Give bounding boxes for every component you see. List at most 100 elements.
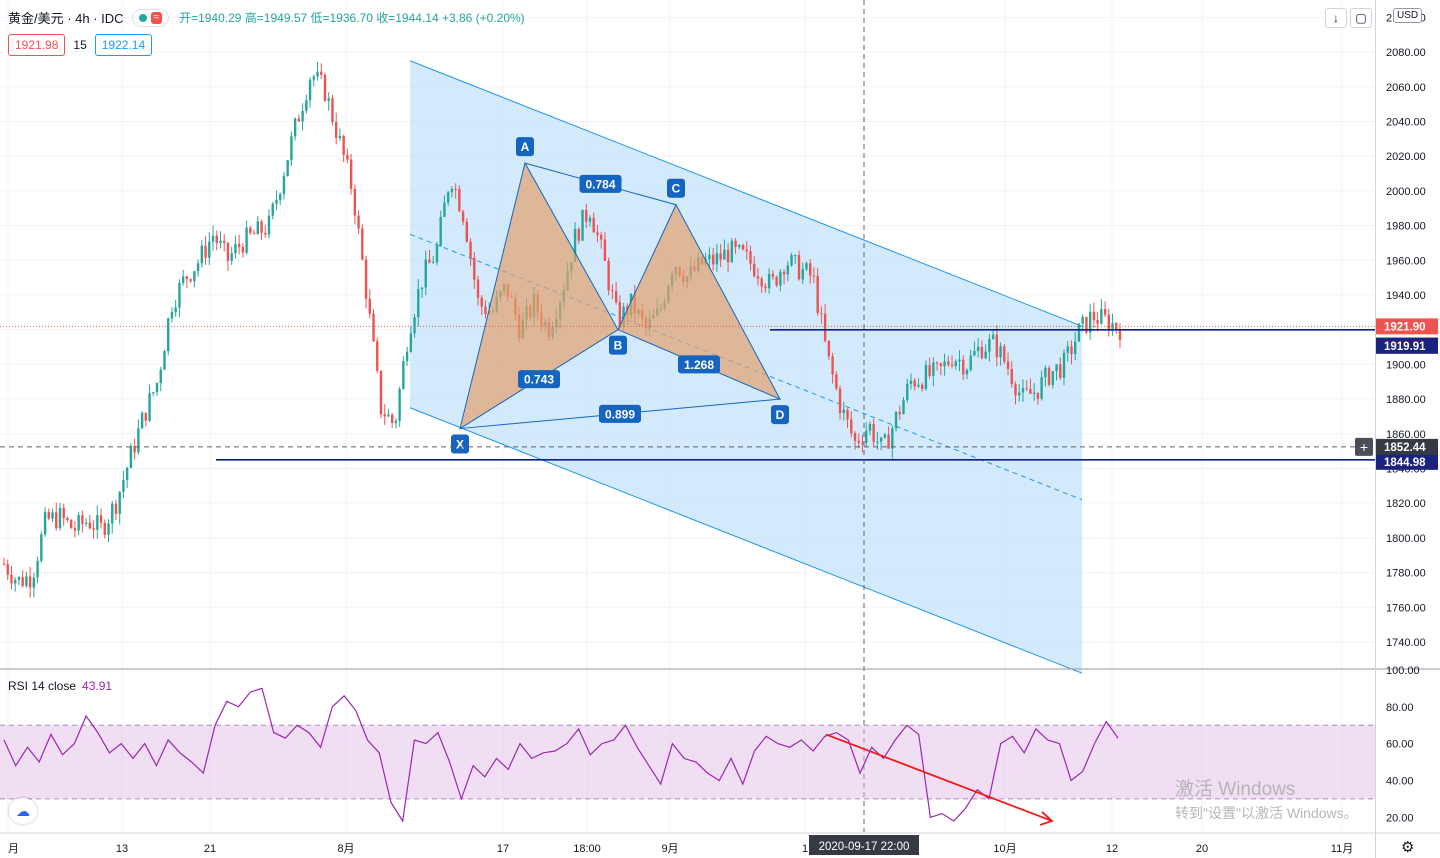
arrow-down-icon[interactable]: ↓ (1325, 8, 1347, 28)
gear-icon[interactable]: ⚙ (1401, 839, 1415, 856)
time-tick-label: 10月 (993, 843, 1016, 855)
candle-body (943, 361, 946, 367)
currency-label[interactable]: USD (1393, 8, 1423, 23)
candle-body (749, 251, 752, 264)
maximize-icon[interactable]: ▢ (1350, 8, 1372, 28)
candle-body (465, 221, 469, 242)
point-label-box (516, 137, 534, 157)
candle-body (887, 434, 890, 449)
candle-body (21, 577, 24, 586)
rsi-legend[interactable]: RSI 14 close 43.91 (8, 679, 112, 693)
candle-body (223, 240, 226, 243)
candle-body (484, 306, 487, 315)
candle-body (155, 383, 159, 393)
crosshair-price-label: 1852.44 (1384, 442, 1426, 454)
candle-body (1044, 367, 1047, 378)
candle-body (711, 254, 715, 265)
candle-body (577, 228, 580, 241)
candle-body (293, 118, 297, 137)
candle-body (738, 245, 741, 247)
candle-body (372, 313, 375, 342)
candle-body (81, 515, 84, 524)
cloud-logo-icon[interactable]: ☁ (9, 798, 37, 824)
candle-body (420, 287, 424, 290)
candle-body (976, 346, 980, 352)
candle-body (850, 419, 853, 434)
candle-body (1088, 311, 1092, 333)
candle-body (1070, 346, 1073, 355)
candle-body (1059, 364, 1062, 378)
candle-body (1092, 311, 1096, 321)
candle-body (954, 361, 957, 367)
candle-body (958, 359, 961, 362)
rsi-band-fill (0, 725, 1375, 799)
candle-body (1014, 384, 1017, 396)
candle-body (211, 235, 215, 242)
candle-body (379, 370, 383, 415)
time-tick-label: 8月 (337, 843, 354, 855)
rsi-tick-label: 80.00 (1386, 702, 1414, 714)
current-price-label-box (1376, 318, 1438, 335)
candle-body (230, 253, 233, 261)
candle-body (327, 98, 330, 101)
candle-body (965, 369, 969, 375)
sell-price-button[interactable]: 1921.98 (8, 34, 66, 56)
candle-body (1051, 371, 1055, 385)
candle-body (84, 522, 88, 524)
candle-body (461, 211, 465, 222)
point-label-box (609, 335, 627, 355)
price-tick-label: 1800.00 (1386, 533, 1426, 545)
candle-body (581, 209, 584, 241)
candle-body (349, 159, 353, 189)
price-tick-label: 2040.00 (1386, 116, 1426, 128)
candle-body (1006, 361, 1010, 369)
resistance-price-label-box (1376, 337, 1438, 354)
candle-body (894, 412, 898, 429)
candle-body (719, 253, 722, 260)
ratio-label-box (678, 355, 720, 374)
candle-body (861, 442, 864, 444)
candle-body (984, 351, 987, 359)
candle-body (868, 424, 872, 431)
candle-body (320, 71, 323, 75)
candle-body (816, 275, 819, 313)
candle-body (902, 399, 905, 415)
point-label-c: C (672, 182, 681, 196)
candle-body (305, 100, 308, 111)
candle-body (920, 384, 924, 389)
candle-body (13, 579, 17, 584)
candle-body (995, 334, 999, 358)
candle-body (55, 512, 58, 529)
candle-body (1010, 368, 1013, 385)
candle-body (290, 136, 293, 161)
candle-body (275, 199, 278, 204)
buy-price-button[interactable]: 1922.14 (94, 34, 153, 56)
time-tick-label: 12 (1106, 843, 1118, 855)
status-pill[interactable]: ≈ (131, 8, 170, 27)
candle-body (950, 364, 954, 367)
candle-body (1062, 352, 1066, 378)
candle-body (1085, 316, 1088, 333)
candle-body (297, 118, 301, 122)
candle-body (170, 312, 174, 319)
rsi-divergence-line (825, 733, 1053, 822)
candle-body (838, 388, 842, 413)
candle-body (607, 260, 610, 291)
price-tick-label: 1940.00 (1386, 290, 1426, 302)
candle-body (301, 110, 304, 122)
candle-body (999, 346, 1002, 358)
candle-body (58, 507, 62, 529)
candle-body (611, 290, 614, 292)
price-tick-label: 1960.00 (1386, 255, 1426, 267)
candle-body (267, 215, 271, 235)
candle-body (137, 428, 140, 453)
candle-body (376, 341, 379, 371)
candle-body (66, 517, 69, 520)
candle-body (256, 221, 260, 235)
symbol-title[interactable]: 黄金/美元 · 4h · IDC (8, 11, 124, 26)
candle-body (898, 412, 901, 415)
candle-body (148, 393, 151, 421)
candle-body (450, 188, 454, 193)
candle-body (708, 254, 711, 260)
